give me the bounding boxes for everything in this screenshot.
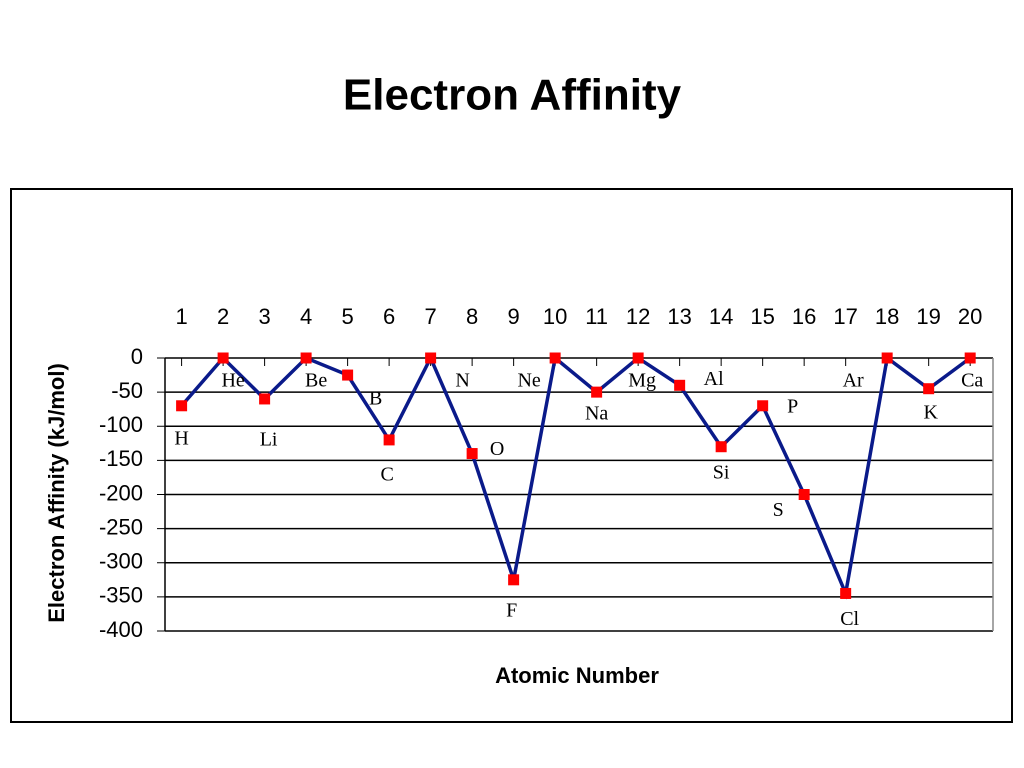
data-point [217, 352, 229, 364]
y-tick-label: -250 [99, 514, 143, 539]
point-label: Li [260, 429, 278, 451]
data-line [180, 353, 972, 600]
x-tick-label: 2 [217, 304, 229, 329]
data-point [923, 383, 935, 395]
x-tick-label: 16 [792, 304, 816, 329]
point-label: Mg [628, 370, 656, 392]
chart-frame [10, 188, 1013, 723]
data-point [964, 352, 976, 364]
point-label: Na [585, 403, 608, 425]
data-point [508, 574, 520, 586]
x-tick-label: 10 [543, 304, 567, 329]
x-tick-label: 19 [916, 304, 940, 329]
point-label: Ne [517, 370, 540, 392]
y-tick-label: -300 [99, 549, 143, 574]
data-point [425, 352, 437, 364]
y-tick-label: 0 [131, 344, 143, 369]
data-point [300, 352, 312, 364]
x-tick-label: 13 [667, 304, 691, 329]
x-tick-label: 20 [958, 304, 982, 329]
x-tick-label: 14 [709, 304, 733, 329]
point-label: Ar [843, 370, 864, 392]
y-axis-title: Electron Affinity (kJ/mol) [44, 363, 69, 623]
x-tick-label: 12 [626, 304, 650, 329]
x-tick-label: 11 [585, 304, 608, 329]
data-point [674, 379, 686, 391]
point-label: Ca [961, 370, 983, 392]
x-tick-label: 6 [383, 304, 395, 329]
point-label: Si [713, 461, 730, 483]
data-point [383, 434, 395, 446]
data-point [798, 489, 810, 500]
point-label: K [923, 401, 938, 423]
y-tick-label: -150 [99, 446, 143, 471]
data-point [591, 386, 603, 398]
x-axis-title: Atomic Number [495, 663, 659, 688]
data-point [549, 352, 561, 364]
data-point [881, 352, 893, 364]
point-label: He [221, 370, 244, 392]
x-tick-label: 1 [175, 304, 187, 329]
y-tick-label: -50 [111, 378, 143, 403]
point-label: B [369, 388, 382, 410]
point-label: S [773, 499, 784, 521]
data-point [466, 448, 478, 460]
data-point [840, 587, 852, 599]
point-label: H [174, 427, 188, 449]
data-point [715, 441, 727, 453]
point-label: F [506, 599, 517, 621]
x-tick-label: 5 [341, 304, 353, 329]
point-label: C [380, 463, 393, 485]
y-tick-label: -400 [99, 617, 143, 642]
data-point [632, 352, 644, 364]
y-tick-label: -200 [99, 480, 143, 505]
data-point [176, 400, 188, 412]
x-tick-label: 3 [258, 304, 270, 329]
x-tick-label: 9 [508, 304, 520, 329]
point-label: P [787, 395, 798, 417]
y-tick-label: -100 [99, 412, 143, 437]
y-tick-label: -350 [99, 583, 143, 608]
chart-title: Electron Affinity [343, 71, 682, 120]
data-point [757, 400, 769, 412]
data-point [259, 393, 271, 405]
data-point [342, 369, 354, 381]
x-tick-label: 18 [875, 304, 899, 329]
point-label: N [455, 370, 469, 392]
x-tick-label: 8 [466, 304, 478, 329]
x-tick-label: 17 [833, 304, 857, 329]
x-tick-label: 15 [750, 304, 774, 329]
point-label: Be [305, 370, 327, 392]
point-label: Al [704, 368, 724, 390]
point-label: O [490, 438, 504, 460]
x-tick-label: 7 [424, 304, 436, 329]
x-tick-label: 4 [300, 304, 312, 329]
point-label: Cl [840, 608, 859, 630]
